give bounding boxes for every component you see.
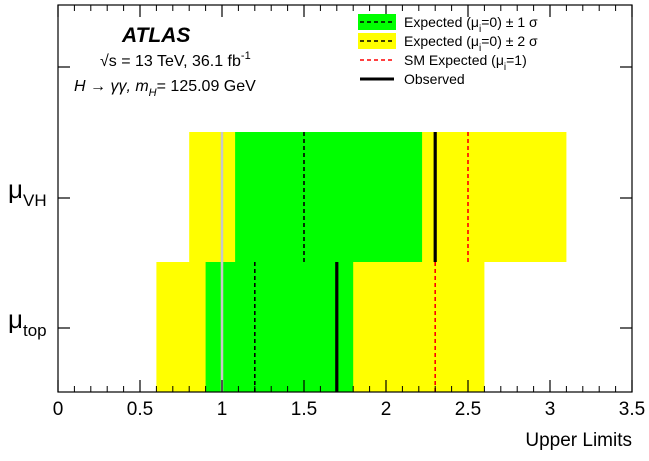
sqrt-s: √s bbox=[100, 53, 117, 70]
energy-lumi-label: √s = 13 TeV, 36.1 fb-1 bbox=[100, 50, 251, 70]
x-tick-label-0: 0 bbox=[53, 399, 64, 420]
legend-entry-observed: Observed bbox=[360, 71, 465, 87]
process-text: H → γγ, m bbox=[74, 78, 149, 95]
legend-text: Expected (μ bbox=[404, 33, 479, 49]
category-symbol-0: μ bbox=[8, 304, 23, 334]
x-tick-label-6: 3 bbox=[545, 399, 556, 420]
legend-entry-band1: Expected (μi=0) ± 1 σ bbox=[358, 14, 538, 35]
energy-lumi-text: = 13 TeV, 36.1 fb bbox=[121, 53, 241, 70]
legend-text: SM Expected (μ bbox=[404, 52, 504, 68]
category-subscript-1: VH bbox=[23, 191, 47, 210]
band-1sigma-1 bbox=[235, 132, 423, 262]
legend-subscript: i bbox=[504, 62, 506, 73]
legend-text: Observed bbox=[404, 71, 465, 87]
atlas-annotation: ATLAS √s = 13 TeV, 36.1 fb-1 H → γγ, mH=… bbox=[74, 24, 256, 99]
legend-text: Expected (μ bbox=[404, 14, 479, 30]
mass-subscript: H bbox=[149, 87, 157, 99]
legend-entry-band2: Expected (μi=0) ± 2 σ bbox=[358, 33, 538, 54]
experiment-label: ATLAS bbox=[121, 24, 190, 47]
limit-bands bbox=[156, 132, 567, 392]
legend-entry-sm_expected: SM Expected (μi=1) bbox=[360, 52, 527, 73]
x-tick-label-1: 0.5 bbox=[127, 399, 153, 420]
mass-value: = 125.09 GeV bbox=[157, 78, 257, 95]
legend-label-sm_expected: SM Expected (μi=1) bbox=[404, 52, 527, 73]
category-subscript-0: top bbox=[23, 321, 47, 340]
legend-text-suffix: =1) bbox=[506, 52, 527, 68]
limit-lines bbox=[220, 132, 469, 392]
legend-subscript: i bbox=[479, 43, 481, 54]
legend-label-observed: Observed bbox=[404, 71, 465, 87]
x-tick-label-7: 3.5 bbox=[619, 399, 645, 420]
x-tick-label-5: 2.5 bbox=[455, 399, 481, 420]
x-tick-label-3: 1.5 bbox=[291, 399, 317, 420]
process-label: H → γγ, mH= 125.09 GeV bbox=[74, 78, 256, 99]
x-axis-title: Upper Limits bbox=[525, 430, 632, 451]
legend-label-band2: Expected (μi=0) ± 2 σ bbox=[404, 33, 538, 54]
category-symbol-1: μ bbox=[8, 174, 23, 204]
legend-subscript: i bbox=[479, 24, 481, 35]
category-label-1: μVH bbox=[8, 174, 47, 210]
x-tick-label-2: 1 bbox=[217, 399, 228, 420]
x-axis: 0 0.5 1 1.5 2 2.5 3 3.5 bbox=[53, 5, 645, 420]
lumi-exponent: -1 bbox=[241, 50, 251, 62]
legend-text-suffix: =0) ± 2 σ bbox=[481, 33, 538, 49]
band-1sigma-0 bbox=[205, 262, 354, 392]
legend-label-band1: Expected (μi=0) ± 1 σ bbox=[404, 14, 538, 35]
category-label-0: μtop bbox=[8, 304, 47, 340]
legend-text-suffix: =0) ± 1 σ bbox=[481, 14, 538, 30]
x-tick-label-4: 2 bbox=[381, 399, 392, 420]
